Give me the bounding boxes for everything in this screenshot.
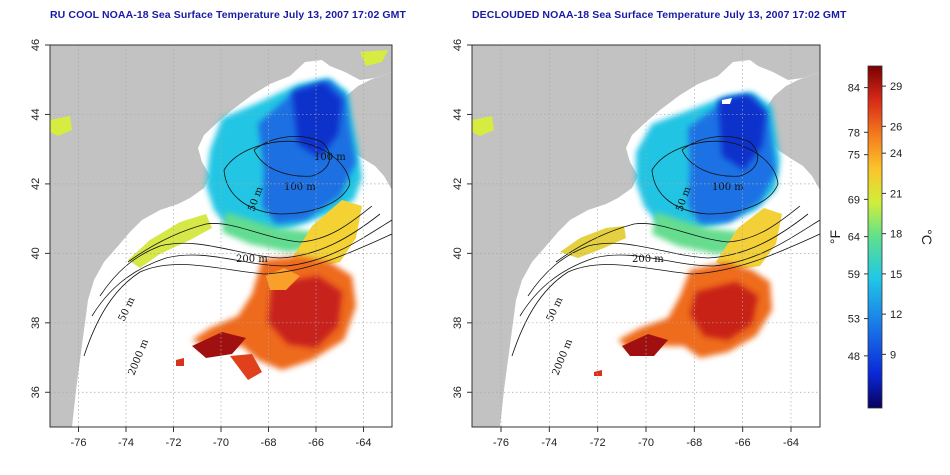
left-sst-field bbox=[50, 50, 388, 380]
x-tick-label: -70 bbox=[213, 437, 229, 449]
celsius-tick-label: 29 bbox=[890, 81, 902, 93]
contour-label: 100 m bbox=[314, 152, 346, 163]
contour-label: 200 m bbox=[236, 254, 268, 265]
x-tick-label: -72 bbox=[166, 437, 182, 449]
x-tick-label: -68 bbox=[261, 437, 277, 449]
right-panel-title: DECLOUDED NOAA-18 Sea Surface Temperatur… bbox=[472, 9, 847, 21]
colorbar-ticks: 29 26 24 21 18 15 12 9 84 78 75 69 64 59 53 48 bbox=[848, 81, 903, 363]
x-tick-label: -66 bbox=[308, 437, 324, 449]
x-tick-label: -70 bbox=[638, 437, 654, 449]
celsius-unit-label: °C bbox=[919, 229, 935, 245]
left-panel-title: RU COOL NOAA-18 Sea Surface Temperature … bbox=[50, 9, 407, 21]
temperature-colorbar: 29 26 24 21 18 15 12 9 84 78 75 69 64 59 53 48 °F °C bbox=[827, 65, 935, 409]
y-tick-label: 42 bbox=[30, 178, 42, 190]
left-bathymetry-contours bbox=[83, 136, 392, 357]
x-tick-label: -72 bbox=[590, 437, 606, 449]
y-tick-label: 40 bbox=[30, 247, 42, 259]
colorbar-gradient bbox=[867, 65, 883, 409]
y-tick-label: 44 bbox=[452, 108, 464, 120]
x-tick-label: -64 bbox=[783, 437, 799, 449]
y-tick-label: 44 bbox=[30, 108, 42, 120]
y-tick-label: 38 bbox=[452, 317, 464, 329]
contour-label: 100 m bbox=[284, 182, 316, 193]
x-tick-label: -74 bbox=[118, 437, 134, 449]
x-tick-label: -76 bbox=[493, 437, 509, 449]
y-tick-label: 38 bbox=[30, 317, 42, 329]
y-tick-label: 36 bbox=[30, 386, 42, 398]
y-tick-label: 42 bbox=[452, 178, 464, 190]
fahrenheit-tick-label: 84 bbox=[848, 83, 860, 95]
x-tick-label: -74 bbox=[541, 437, 557, 449]
celsius-tick-label: 21 bbox=[890, 188, 902, 200]
fahrenheit-tick-label: 48 bbox=[848, 351, 860, 363]
left-gridlines bbox=[50, 44, 392, 427]
celsius-tick-label: 12 bbox=[890, 309, 902, 321]
celsius-tick-label: 24 bbox=[890, 148, 902, 160]
left-map-panel: 100 m 100 m 50 m 200 m 50 m 2000 m -76 -7… bbox=[30, 39, 393, 449]
celsius-tick-label: 15 bbox=[890, 269, 902, 281]
fahrenheit-tick-label: 75 bbox=[848, 150, 860, 162]
contour-label: 200 m bbox=[632, 254, 664, 265]
x-tick-label: -64 bbox=[356, 437, 372, 449]
fahrenheit-tick-label: 64 bbox=[848, 232, 860, 244]
fahrenheit-tick-label: 53 bbox=[848, 314, 860, 326]
fahrenheit-tick-label: 78 bbox=[848, 127, 860, 139]
x-tick-label: -66 bbox=[735, 437, 751, 449]
celsius-tick-label: 18 bbox=[890, 229, 902, 241]
x-tick-label: -76 bbox=[71, 437, 87, 449]
y-tick-label: 46 bbox=[30, 39, 42, 51]
y-tick-label: 40 bbox=[452, 247, 464, 259]
y-tick-label: 36 bbox=[452, 386, 464, 398]
fahrenheit-tick-label: 59 bbox=[848, 269, 860, 281]
celsius-tick-label: 9 bbox=[890, 349, 896, 361]
fahrenheit-unit-label: °F bbox=[827, 230, 843, 244]
fahrenheit-tick-label: 69 bbox=[848, 194, 860, 206]
right-bathymetry-contours bbox=[511, 136, 820, 357]
left-axes: -76 -74 -72 -70 -68 -66 -64 36 38 40 42 44 46 bbox=[30, 39, 371, 449]
right-axes: -76 -74 -72 -70 -68 -66 -64 36 38 40 42 44 46 bbox=[452, 39, 799, 449]
y-tick-label: 46 bbox=[452, 39, 464, 51]
right-map-panel: 100 m 50 m 200 m 50 m 2000 m -76 -74 -72 -7… bbox=[452, 39, 821, 449]
contour-label: 100 m bbox=[712, 182, 744, 193]
x-tick-label: -68 bbox=[686, 437, 702, 449]
celsius-tick-label: 26 bbox=[890, 121, 902, 133]
